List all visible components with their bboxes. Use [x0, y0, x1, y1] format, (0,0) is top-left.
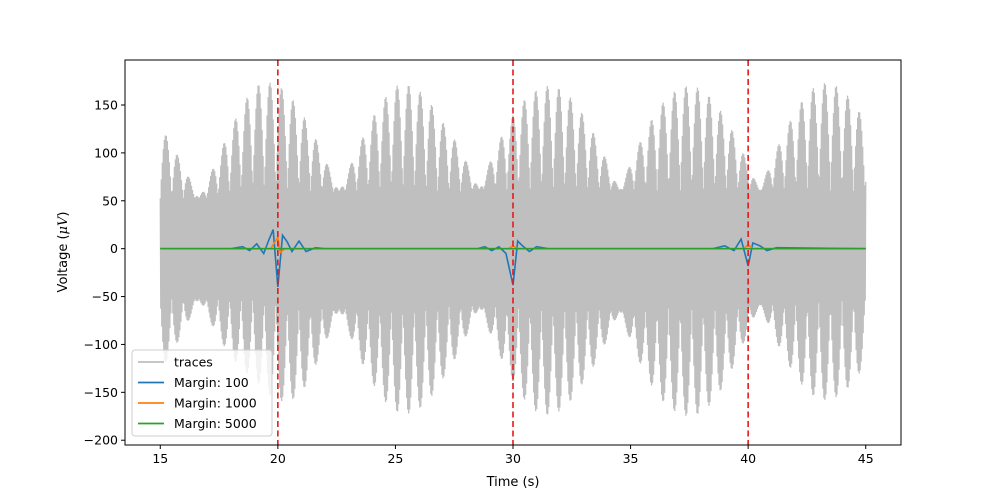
x-axis-label: Time (s) — [486, 475, 540, 490]
legend-label-1: Margin: 100 — [174, 375, 249, 390]
y-tick-label: 150 — [94, 98, 118, 113]
series-traces — [159, 82, 867, 416]
legend: traces Margin: 100 Margin: 1000 Margin: 500… — [131, 349, 273, 437]
x-tick-label: 20 — [270, 451, 286, 466]
legend-label-3: Margin: 5000 — [174, 416, 257, 431]
legend-box — [131, 349, 273, 437]
y-tick-label: −50 — [92, 289, 118, 304]
y-axis: −200 −150 −100 −50 0 50 100 150 — [84, 98, 125, 448]
x-tick-label: 40 — [740, 451, 756, 466]
y-axis-label: Voltage (μV) — [56, 212, 71, 293]
x-tick-label: 15 — [152, 451, 168, 466]
series-margin-1 — [160, 229, 866, 288]
traces-layer — [159, 82, 867, 416]
x-tick-label: 30 — [505, 451, 521, 466]
vlines-layer — [277, 60, 749, 445]
legend-label-0: traces — [174, 355, 213, 370]
y-tick-label: 0 — [110, 241, 118, 256]
y-tick-label: 100 — [94, 145, 118, 160]
x-tick-label: 25 — [387, 451, 403, 466]
x-tick-label: 35 — [623, 451, 639, 466]
legend-label-2: Margin: 1000 — [174, 396, 257, 411]
x-tick-label: 45 — [858, 451, 874, 466]
y-tick-label: −150 — [84, 385, 118, 400]
y-tick-label: 50 — [102, 193, 118, 208]
y-tick-label: −200 — [84, 433, 118, 448]
y-tick-label: −100 — [84, 337, 118, 352]
x-axis: 15 20 25 30 35 40 45 — [152, 445, 874, 466]
